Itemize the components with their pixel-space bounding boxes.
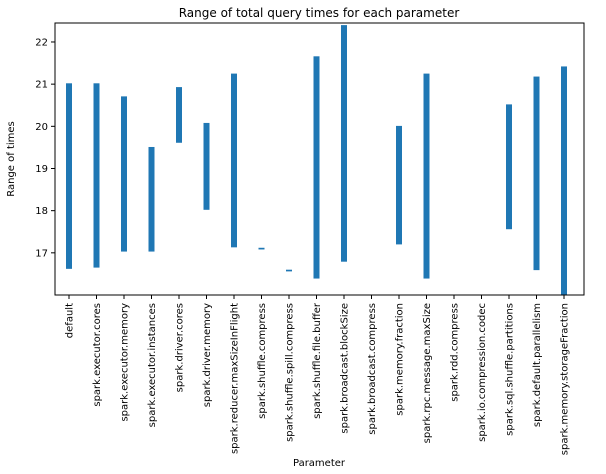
bar-14 <box>423 73 430 279</box>
y-tick-label: 22 <box>35 37 48 48</box>
x-tick-label: spark.executor.instances <box>147 303 158 427</box>
x-tick-label: spark.executor.cores <box>92 303 103 407</box>
bar-4 <box>148 146 155 252</box>
x-tick-label: spark.shuffle.compress <box>257 303 268 419</box>
x-tick-label: spark.broadcast.compress <box>367 303 378 435</box>
x-tick-label: spark.default.parallelism <box>532 303 543 427</box>
y-tick-label: 20 <box>35 122 48 133</box>
bar-10 <box>313 56 320 279</box>
x-tick-label: spark.shuffle.spill.compress <box>285 303 296 442</box>
bar-5 <box>176 87 182 143</box>
x-tick-label: spark.executor.memory <box>120 303 131 422</box>
bar-11 <box>341 25 347 262</box>
x-tick-label: spark.shuffle.file.buffer <box>312 302 323 419</box>
bar-7 <box>231 73 237 248</box>
x-axis-label: Parameter <box>293 458 346 469</box>
y-tick-label: 17 <box>35 248 48 259</box>
x-tick-label: spark.sql.shuffle.partitions <box>505 303 516 436</box>
x-tick-label: spark.rdd.compress <box>450 303 461 402</box>
x-tick-label: spark.memory.fraction <box>395 303 406 416</box>
y-tick-label: 21 <box>35 80 48 91</box>
bar-1 <box>66 83 72 269</box>
bar-8 <box>258 247 265 250</box>
y-axis: 17 18 19 20 21 22 <box>35 37 55 259</box>
bars-group <box>66 25 567 295</box>
bar-18 <box>533 76 540 271</box>
bar-17 <box>506 104 512 230</box>
x-tick-label: spark.rpc.message.maxSize <box>422 303 433 443</box>
bar-19 <box>561 66 567 295</box>
bar-3 <box>121 96 127 252</box>
x-tick-label: spark.io.compression.codec <box>477 303 488 442</box>
chart-title: Range of total query times for each para… <box>179 6 460 20</box>
bar-6 <box>203 122 210 210</box>
plot-frame <box>54 22 585 296</box>
y-axis-label: Range of times <box>6 121 17 197</box>
y-tick-label: 18 <box>35 206 48 217</box>
x-tick-label: spark.driver.memory <box>202 303 213 407</box>
y-tick-label: 19 <box>35 164 48 175</box>
bar-13 <box>396 125 402 245</box>
x-tick-label: default <box>65 303 76 338</box>
x-tick-label: spark.driver.cores <box>175 303 186 392</box>
x-tick-label: spark.reducer.maxSizeInFlight <box>230 303 241 454</box>
x-tick-label: spark.broadcast.blockSize <box>340 303 351 434</box>
x-axis: default spark.executor.cores spark.executo… <box>65 295 571 455</box>
bar-9 <box>286 269 292 272</box>
x-tick-label: spark.memory.storageFraction <box>560 303 571 455</box>
bar-2 <box>93 83 100 268</box>
